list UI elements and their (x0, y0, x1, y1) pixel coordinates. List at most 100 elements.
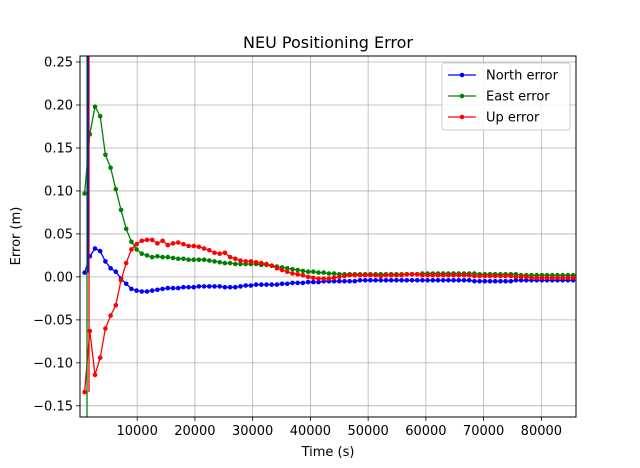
data-point (144, 237, 150, 243)
data-point (290, 271, 295, 276)
series-layer (82, 56, 576, 417)
data-point (311, 279, 316, 285)
data-point (446, 278, 451, 283)
data-point (388, 278, 394, 283)
data-point (134, 247, 139, 252)
data-point (279, 281, 285, 287)
data-point (118, 207, 124, 213)
data-point (430, 278, 436, 283)
series-1 (82, 246, 576, 294)
data-point (435, 278, 441, 283)
legend-label: East error (486, 90, 550, 105)
data-point (305, 274, 311, 280)
data-point (331, 278, 337, 284)
data-point (243, 283, 248, 288)
data-point (331, 275, 337, 281)
data-point (414, 278, 420, 283)
data-point (123, 260, 129, 266)
data-point (129, 247, 134, 252)
x-tick-label: 50000 (347, 424, 388, 439)
data-point (238, 284, 243, 289)
data-point (300, 268, 306, 274)
data-point (550, 275, 555, 281)
data-point (238, 258, 243, 263)
data-point (300, 272, 306, 278)
data-point (399, 272, 404, 278)
data-point (518, 274, 524, 280)
data-point (285, 269, 290, 275)
y-tick-label: 0.05 (44, 227, 73, 242)
data-point (472, 278, 477, 284)
data-point (305, 269, 311, 275)
data-point (404, 272, 410, 277)
data-point (87, 328, 93, 334)
data-point (113, 303, 119, 308)
data-point (404, 278, 410, 283)
data-point (97, 355, 103, 361)
data-point (321, 276, 327, 281)
data-point (108, 313, 113, 318)
data-point (243, 259, 248, 264)
data-point (160, 238, 165, 244)
data-point (139, 251, 145, 256)
y-tick-label: 0.25 (44, 56, 73, 71)
data-point (134, 288, 139, 293)
data-point (311, 269, 316, 275)
series-line (83, 239, 574, 393)
data-point (311, 275, 316, 281)
plot-frame (79, 55, 577, 418)
data-point (409, 272, 415, 277)
data-point (108, 266, 113, 271)
data-point (295, 280, 301, 286)
data-point (394, 278, 399, 283)
data-point (259, 282, 264, 287)
data-point (207, 248, 212, 253)
data-point (149, 237, 155, 243)
data-point (97, 248, 103, 254)
data-point (342, 273, 347, 279)
data-point (477, 273, 482, 279)
data-point (279, 267, 285, 273)
data-point (362, 272, 368, 278)
data-point (196, 244, 202, 250)
data-point (201, 246, 207, 251)
data-point (186, 257, 191, 263)
y-tick-label: −0.15 (33, 399, 73, 414)
data-point (378, 273, 384, 279)
data-point (248, 283, 254, 288)
data-point (285, 266, 290, 271)
data-point (129, 286, 134, 292)
data-point (524, 278, 529, 283)
x-axis: 10000 20000 30000 40000 50000 60000 70000 80000 (116, 417, 562, 439)
data-point (269, 263, 275, 269)
data-point (144, 253, 150, 258)
y-axis-title: Error (m) (9, 207, 24, 266)
data-point (316, 270, 321, 275)
data-point (305, 279, 311, 285)
data-point (113, 186, 119, 192)
x-tick-label: 10000 (116, 424, 157, 439)
data-point (82, 191, 87, 196)
data-point (201, 257, 207, 263)
data-point (149, 254, 155, 260)
data-point (253, 282, 259, 287)
data-point (149, 288, 155, 293)
x-tick-label: 20000 (174, 424, 215, 439)
data-point (175, 285, 181, 291)
data-point (477, 278, 482, 284)
data-point (227, 260, 233, 266)
data-point (196, 257, 202, 263)
data-point (181, 241, 186, 247)
data-point (300, 280, 306, 286)
data-point (316, 276, 321, 281)
data-point (103, 326, 108, 331)
data-point (435, 272, 441, 278)
data-point (274, 266, 280, 271)
x-tick-label: 70000 (463, 424, 504, 439)
data-point (409, 278, 415, 283)
data-point (451, 272, 456, 278)
data-point (227, 284, 233, 290)
x-tick-label: 40000 (290, 424, 331, 439)
x-tick-label: 60000 (405, 424, 446, 439)
data-point (316, 279, 321, 285)
